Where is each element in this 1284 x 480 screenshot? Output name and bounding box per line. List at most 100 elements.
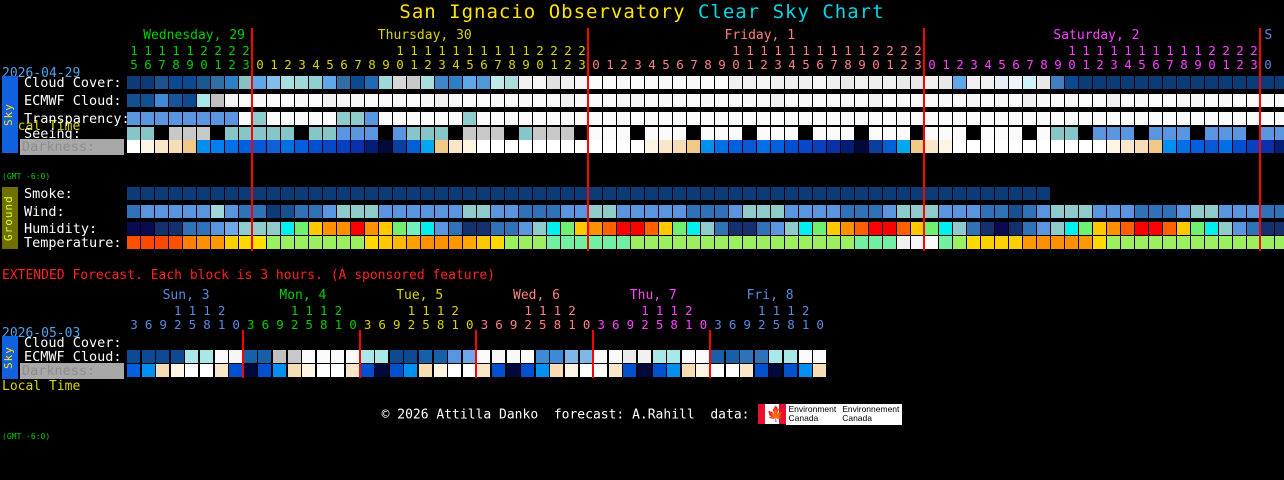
grid-cell bbox=[127, 112, 140, 125]
grid-cell bbox=[1275, 112, 1284, 125]
grid-cell bbox=[211, 94, 224, 107]
ext-hour-units: 2 bbox=[524, 317, 532, 332]
grid-cell bbox=[1177, 127, 1190, 140]
hour-tens: 2 bbox=[900, 43, 908, 58]
grid-cell bbox=[505, 205, 518, 218]
ext-hour-tens: 1 bbox=[539, 303, 547, 318]
hour-tens: 1 bbox=[732, 43, 740, 58]
grid-cell bbox=[421, 94, 434, 107]
grid-cell bbox=[281, 94, 294, 107]
grid-cell bbox=[393, 76, 406, 89]
grid-cell bbox=[463, 94, 476, 107]
hour-tens: 1 bbox=[1180, 43, 1188, 58]
grid-cell bbox=[575, 222, 588, 235]
grid-cell bbox=[141, 140, 154, 153]
ext-day-divider bbox=[475, 330, 478, 378]
grid-cell bbox=[561, 127, 574, 140]
grid-cell bbox=[561, 112, 574, 125]
grid-cell bbox=[603, 127, 616, 140]
hour-units: 0 bbox=[1208, 57, 1216, 72]
hour-tens: 2 bbox=[578, 43, 586, 58]
grid-cell bbox=[631, 187, 644, 200]
grid-cell bbox=[967, 140, 980, 153]
ext-sky-group-label: Sky bbox=[2, 336, 18, 379]
ext-grid-cell bbox=[170, 364, 184, 377]
grid-cell bbox=[995, 222, 1008, 235]
grid-cell bbox=[883, 187, 896, 200]
grid-cell bbox=[281, 112, 294, 125]
grid-cell bbox=[659, 76, 672, 89]
day-label-0: Wednesday, 29 bbox=[143, 28, 245, 43]
grid-cell bbox=[995, 76, 1008, 89]
grid-cell bbox=[1247, 140, 1260, 153]
grid-cell bbox=[491, 94, 504, 107]
grid-cell bbox=[1191, 112, 1204, 125]
grid-cell bbox=[729, 94, 742, 107]
grid-cell bbox=[1009, 94, 1022, 107]
grid-cell bbox=[771, 140, 784, 153]
grid-cell bbox=[365, 112, 378, 125]
grid-cell bbox=[295, 140, 308, 153]
hour-tens: 1 bbox=[438, 43, 446, 58]
grid-cell bbox=[197, 205, 210, 218]
grid-cell bbox=[589, 140, 602, 153]
environment-canada-logo: 🍁 Environment CanadaEnvironnement Canada bbox=[757, 404, 903, 425]
grid-cell bbox=[519, 140, 532, 153]
grid-cell bbox=[1261, 127, 1274, 140]
hour-tens: 1 bbox=[816, 43, 824, 58]
hour-units: 7 bbox=[494, 57, 502, 72]
hour-units: 1 bbox=[1082, 57, 1090, 72]
hour-units: 9 bbox=[858, 57, 866, 72]
grid-cell bbox=[127, 187, 140, 200]
ext-hour-units: 3 bbox=[597, 317, 605, 332]
hour-units: 2 bbox=[228, 57, 236, 72]
grid-cell bbox=[995, 187, 1008, 200]
ext-hour-tens: 2 bbox=[685, 303, 693, 318]
ext-grid-cell bbox=[506, 350, 520, 363]
grid-cell bbox=[981, 94, 994, 107]
grid-cell bbox=[1107, 140, 1120, 153]
grid-cell bbox=[799, 236, 812, 249]
ext-hour-tens: 2 bbox=[568, 303, 576, 318]
hour-units: 0 bbox=[1068, 57, 1076, 72]
grid-cell bbox=[659, 112, 672, 125]
grid-cell bbox=[687, 140, 700, 153]
ext-grid-cell bbox=[389, 350, 403, 363]
grid-cell bbox=[267, 222, 280, 235]
hour-units: 2 bbox=[284, 57, 292, 72]
grid-cell bbox=[1177, 222, 1190, 235]
ext-hour-units: 1 bbox=[217, 317, 226, 332]
hour-units: 3 bbox=[298, 57, 306, 72]
hour-units: 4 bbox=[648, 57, 656, 72]
grid-cell bbox=[617, 94, 630, 107]
grid-cell bbox=[911, 140, 924, 153]
grid-cell bbox=[309, 94, 322, 107]
hour-units: 9 bbox=[1054, 57, 1062, 72]
hour-units: 3 bbox=[970, 57, 978, 72]
grid-cell bbox=[715, 140, 728, 153]
grid-cell bbox=[1149, 76, 1162, 89]
grid-cell bbox=[953, 140, 966, 153]
grid-cell bbox=[1219, 236, 1232, 249]
grid-cell bbox=[659, 187, 672, 200]
row-label-transparency: Transparency: bbox=[24, 111, 130, 127]
grid-cell bbox=[757, 187, 770, 200]
row-label-wind: Wind: bbox=[24, 204, 65, 220]
ext-grid-cell bbox=[638, 364, 651, 377]
chart-name: Clear Sky Chart bbox=[697, 1, 885, 23]
grid-cell bbox=[1051, 112, 1064, 125]
grid-cell bbox=[995, 94, 1008, 107]
grid-cell bbox=[421, 140, 434, 153]
ext-hour-units: 8 bbox=[320, 317, 328, 332]
grid-cell bbox=[351, 236, 364, 249]
grid-cell bbox=[1191, 222, 1204, 235]
grid-cell bbox=[743, 187, 756, 200]
grid-cell bbox=[155, 205, 168, 218]
grid-cell bbox=[673, 94, 686, 107]
grid-cell bbox=[967, 205, 980, 218]
grid-cell bbox=[407, 94, 420, 107]
grid-cell bbox=[1051, 205, 1064, 218]
grid-cell bbox=[799, 112, 812, 125]
ext-grid-cell bbox=[711, 350, 724, 363]
ext-grid-cell bbox=[638, 350, 651, 363]
